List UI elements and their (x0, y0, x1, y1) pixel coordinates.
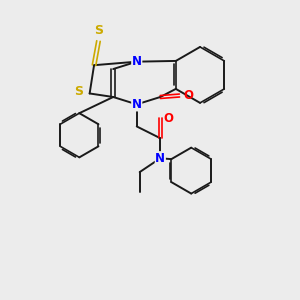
Text: O: O (164, 112, 174, 125)
Text: S: S (74, 85, 83, 98)
Text: O: O (183, 89, 193, 102)
Text: N: N (132, 55, 142, 68)
Text: N: N (132, 98, 142, 111)
Text: S: S (94, 24, 103, 37)
Text: N: N (155, 152, 165, 165)
